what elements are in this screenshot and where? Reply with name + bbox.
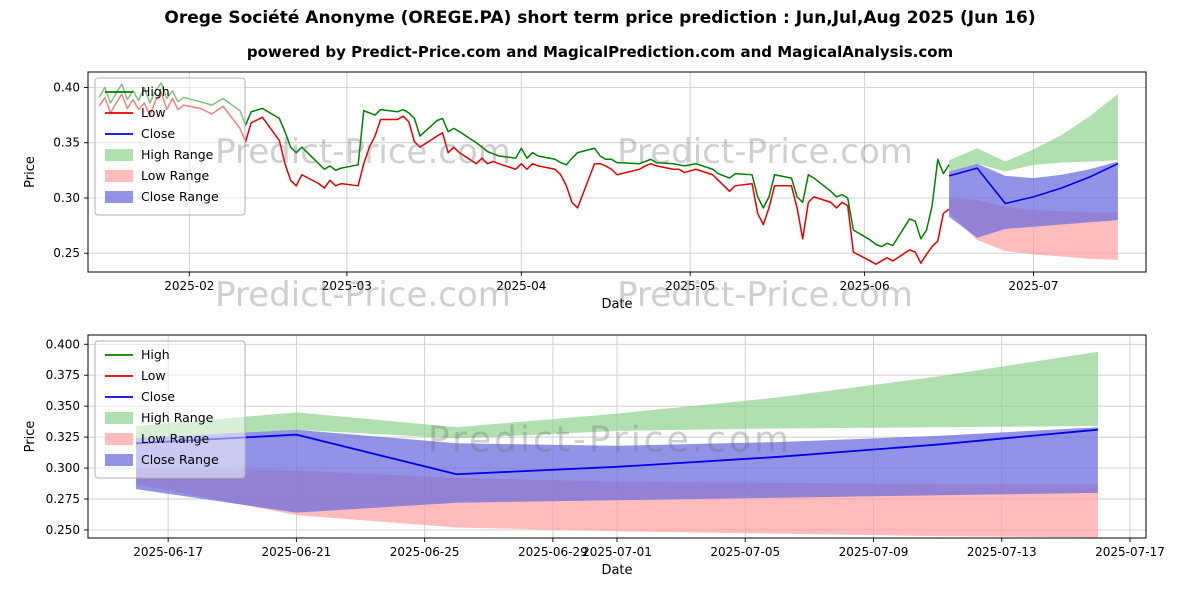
x-tick-label: 2025-06-17 xyxy=(133,545,203,559)
y-tick-label: 0.35 xyxy=(53,136,80,150)
band-high-range xyxy=(136,351,1098,439)
series-line-close xyxy=(136,428,1098,476)
y-tick-label: 0.250 xyxy=(46,523,80,537)
legend-label: High Range xyxy=(141,410,214,425)
legend-label: Close Range xyxy=(141,452,219,467)
legend-label: Low xyxy=(141,368,166,383)
x-tick-label: 2025-07-01 xyxy=(582,545,652,559)
x-tick-label: 2025-07 xyxy=(1008,279,1058,293)
plot-border xyxy=(87,71,1147,273)
legend-swatch-patch xyxy=(105,191,133,203)
y-tick-label: 0.325 xyxy=(46,430,80,444)
y-tick-label: 0.375 xyxy=(46,368,80,382)
x-tick-label: 2025-03 xyxy=(322,279,372,293)
legend-label: High Range xyxy=(141,147,214,162)
legend-label: Low Range xyxy=(141,431,210,446)
y-axis-label: Price xyxy=(23,421,38,453)
chart-subtitle: powered by Predict-Price.com and Magical… xyxy=(246,43,954,61)
legend-swatch-patch xyxy=(105,454,133,466)
y-tick-label: 0.400 xyxy=(46,337,80,351)
legend-label: Close xyxy=(141,126,175,141)
y-tick-label: 0.25 xyxy=(53,246,80,260)
x-axis-label: Date xyxy=(601,563,632,578)
x-tick-label: 2025-07-09 xyxy=(839,545,909,559)
legend-swatch-patch xyxy=(105,433,133,445)
x-tick-label: 2025-07-13 xyxy=(967,545,1037,559)
x-tick-label: 2025-02 xyxy=(164,279,214,293)
band-close-range xyxy=(136,427,1098,513)
x-tick-label: 2025-06-21 xyxy=(262,545,332,559)
x-tick-label: 2025-07-05 xyxy=(710,545,780,559)
x-tick-label: 2025-06-29 xyxy=(518,545,588,559)
band-high-range xyxy=(949,94,1118,172)
legend-swatch-patch xyxy=(105,170,133,182)
legend-label: Low xyxy=(141,105,166,120)
history-and-prediction: 2025-02 2025-03 2025-04 2025-05 2025-06 2025-… xyxy=(23,71,1147,312)
x-tick-label: 2025-06 xyxy=(840,279,890,293)
legend-swatch-patch xyxy=(105,149,133,161)
y-tick-label: 0.350 xyxy=(46,399,80,413)
y-tick-label: 0.275 xyxy=(46,492,80,506)
x-tick-label: 2025-07-17 xyxy=(1095,545,1165,559)
legend-label: Low Range xyxy=(141,168,210,183)
band-close-range xyxy=(949,161,1118,238)
y-tick-label: 0.30 xyxy=(53,191,80,205)
y-tick-label: 0.40 xyxy=(53,80,80,94)
x-axis-label: Date xyxy=(601,297,632,312)
legend-swatch-patch xyxy=(105,412,133,424)
legend-label: High xyxy=(141,84,170,99)
x-tick-label: 2025-04 xyxy=(496,279,546,293)
x-tick-label: 2025-06-25 xyxy=(390,545,460,559)
y-axis-label: Price xyxy=(23,156,38,188)
legend-label: Close Range xyxy=(141,189,219,204)
x-tick-label: 2025-05 xyxy=(665,279,715,293)
chart-title: Orege Société Anonyme (OREGE.PA) short t… xyxy=(164,8,1036,28)
y-tick-label: 0.300 xyxy=(46,461,80,475)
legend-label: High xyxy=(141,347,170,362)
prediction-zoom: 2025-06-17 2025-06-21 2025-06-25 2025-06-29… xyxy=(23,334,1165,578)
legend-label: Close xyxy=(141,389,175,404)
series-line-close xyxy=(948,162,1119,205)
